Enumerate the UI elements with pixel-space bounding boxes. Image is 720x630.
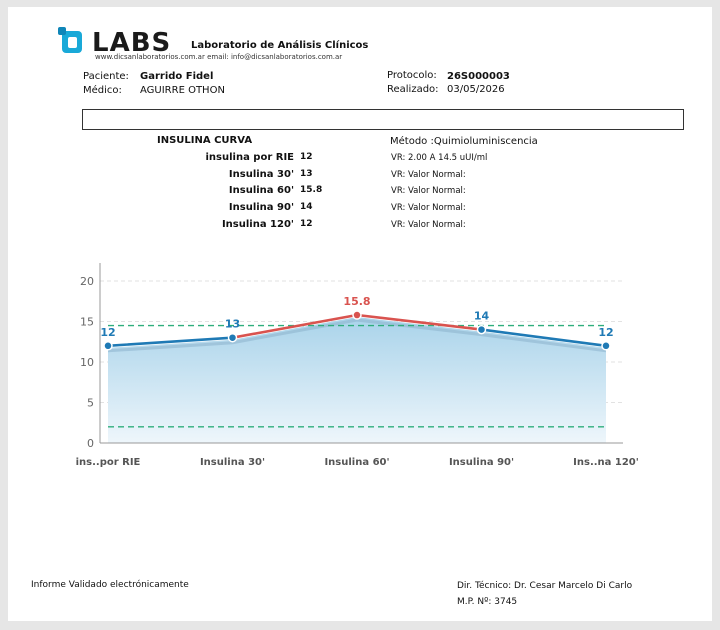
result-value: 12 [300,152,313,162]
series-line-segment [106,336,234,348]
y-tick-label: 10 [80,356,94,369]
x-tick-label: Insulina 90' [449,457,514,468]
x-tick-label: Insulina 30' [200,457,265,468]
data-point [103,341,113,351]
x-tick-label: Insulina 60' [324,457,389,468]
data-point [352,310,362,320]
technical-director: Dir. Técnico: Dr. Cesar Marcelo Di Carlo [457,581,633,591]
result-reference: VR: Valor Normal: [391,170,466,180]
data-label: 14 [474,310,490,323]
y-tick-label: 15 [80,316,94,329]
lab-logo-icon [58,27,82,53]
report-sheet: LABS Laboratorio de Análisis Clínicos ww… [8,7,712,621]
data-label: 12 [100,326,115,339]
y-tick-label: 0 [87,437,94,450]
result-name: insulina por RIE [205,152,294,163]
data-label: 15.8 [343,295,370,308]
license-number: M.P. Nº: 3745 [457,597,518,607]
result-reference: VR: 2.00 A 14.5 uUI/ml [391,153,488,163]
x-tick-label: Ins..na 120' [573,457,639,468]
realizado-label: Realizado: [387,84,439,95]
x-tick-label: ins..por RIE [76,457,141,468]
area-fill [108,317,606,443]
notes-box [82,109,684,130]
lab-contact: www.dicsanlaboratorios.com.ar email: inf… [95,53,343,61]
y-tick-label: 5 [87,397,94,410]
result-reference: VR: Valor Normal: [391,220,466,230]
paciente-value: Garrido Fidel [140,71,214,82]
line-shadow [107,318,607,353]
result-value: 13 [300,169,313,179]
test-title: INSULINA CURVA [157,135,253,146]
paciente-label: Paciente: [83,71,129,82]
result-name: Insulina 60' [228,185,294,196]
result-reference: VR: Valor Normal: [391,186,466,196]
series-line-segment [480,328,608,348]
result-value: 14 [300,202,313,212]
y-tick-label: 20 [80,275,94,288]
validated-note: Informe Validado electrónicamente [31,580,189,590]
data-label: 13 [225,318,240,331]
logo-text: LABS [92,28,172,58]
lab-name: Laboratorio de Análisis Clínicos [191,40,369,51]
insulin-curve-chart: 0 5 10 15 20 12 ins..por RIE 13 Insulina 30' 15.8… [76,263,639,468]
series-line-segment [355,313,483,331]
test-method: Método :Quimioluminiscencia [390,136,538,147]
result-name: Insulina 90' [228,202,294,213]
result-name: Insulina 120' [221,219,294,230]
medico-value: AGUIRRE OTHON [140,85,225,96]
realizado-value: 03/05/2026 [447,84,505,95]
protocolo-label: Protocolo: [387,70,437,81]
series-line-segment [231,313,359,340]
medico-label: Médico: [83,85,122,96]
protocolo-value: 26S000003 [447,71,510,82]
result-name: Insulina 30' [228,169,294,180]
result-reference: VR: Valor Normal: [391,203,466,213]
data-point [601,341,611,351]
result-value: 15.8 [300,185,323,195]
data-label: 12 [598,326,613,339]
data-point [227,332,238,343]
result-value: 12 [300,219,313,229]
data-point [476,324,487,335]
